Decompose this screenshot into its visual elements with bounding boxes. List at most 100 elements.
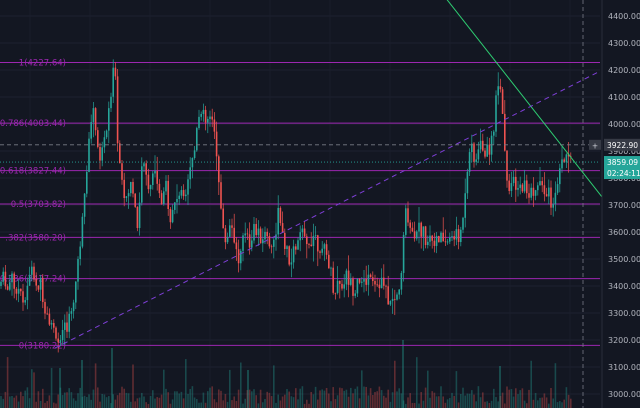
- candle-body: [31, 266, 33, 275]
- candle-body: [332, 267, 334, 293]
- candle-body: [460, 229, 462, 243]
- volume-bar: [519, 390, 521, 408]
- last-price-tag: [604, 156, 640, 180]
- volume-bar: [317, 399, 319, 408]
- candle-body: [372, 277, 374, 281]
- volume-bar: [501, 392, 504, 408]
- candle-body: [167, 180, 169, 210]
- candle-body: [367, 274, 370, 285]
- price-axis[interactable]: 3000.00 3100.00 3200.00 3300.00 3400.00 3500.…: [601, 0, 640, 408]
- candle-body: [242, 235, 244, 251]
- candle-body: [253, 223, 255, 241]
- crosshair-price-tag: [604, 138, 640, 151]
- candle-body: [363, 279, 365, 282]
- volume-bar: [429, 397, 431, 408]
- y-tick-label: 3000.00: [608, 390, 640, 399]
- volume-bar: [22, 396, 24, 408]
- candle-body: [235, 242, 238, 250]
- candle-body: [389, 301, 392, 305]
- candle-body: [477, 149, 480, 160]
- candle-body: [79, 246, 81, 260]
- candle-body: [310, 244, 312, 247]
- volume-bar: [191, 386, 194, 408]
- candle-body: [99, 146, 101, 161]
- volume-bars: [0, 340, 572, 408]
- volume-bar: [488, 402, 491, 408]
- candle-body: [314, 235, 317, 237]
- candle-body: [453, 236, 455, 240]
- volume-bar: [116, 395, 119, 408]
- candle-body: [411, 227, 414, 232]
- volume-bar: [464, 395, 466, 408]
- dashed-trend-line: [54, 72, 598, 349]
- volume-bar: [490, 400, 493, 408]
- volume-bar: [24, 390, 26, 408]
- candle-body: [97, 130, 99, 147]
- volume-bar: [396, 391, 398, 408]
- volume-bar: [321, 389, 323, 408]
- volume-bar: [44, 402, 46, 408]
- volume-bar: [354, 388, 356, 408]
- candle-body: [354, 293, 356, 296]
- candle-body: [361, 281, 363, 283]
- volume-bar: [427, 370, 429, 408]
- candle-body: [147, 174, 150, 190]
- volume-bar: [114, 399, 117, 408]
- volume-spike: [402, 340, 404, 408]
- candle-body: [378, 284, 381, 289]
- candle-body: [154, 171, 156, 174]
- volume-bar: [440, 386, 442, 408]
- volume-bar: [548, 403, 550, 408]
- candle-body: [497, 86, 499, 96]
- volume-bar: [88, 394, 90, 408]
- candle-body: [251, 240, 253, 248]
- volume-bar: [411, 402, 414, 408]
- volume-bar: [400, 393, 403, 408]
- candle-body: [266, 231, 268, 237]
- volume-bar: [438, 396, 440, 408]
- volume-bar: [466, 393, 469, 408]
- candle-body: [149, 185, 152, 190]
- candle-body: [50, 323, 53, 325]
- volume-bar: [218, 389, 220, 408]
- volume-bar: [530, 360, 532, 408]
- fib-label: 0.786(4003.44): [0, 119, 66, 129]
- volume-bar: [462, 387, 464, 408]
- candle-body: [559, 168, 561, 185]
- candle-body: [299, 232, 301, 241]
- plus-icon: +: [592, 141, 598, 150]
- volume-bar: [55, 403, 57, 408]
- volume-bar: [521, 388, 524, 408]
- candle-body: [231, 225, 233, 228]
- candle-body: [70, 311, 73, 314]
- candle-body: [39, 277, 42, 290]
- candle-body: [220, 182, 222, 209]
- candle-body: [218, 156, 220, 183]
- candle-body: [398, 289, 400, 295]
- volume-bar: [334, 399, 337, 408]
- candle-body: [539, 181, 541, 186]
- candle-body: [193, 150, 196, 158]
- volume-bar: [101, 393, 103, 408]
- volume-bar: [143, 396, 145, 408]
- candle-body: [72, 302, 75, 312]
- volume-bar: [422, 400, 425, 408]
- volume-bar: [299, 388, 301, 408]
- candle-body: [213, 119, 216, 132]
- volume-bar: [528, 389, 530, 408]
- volume-bar: [537, 400, 539, 408]
- volume-bar: [222, 400, 224, 408]
- volume-bar: [110, 403, 112, 408]
- volume-bar: [237, 389, 240, 408]
- volume-bar: [196, 399, 198, 408]
- candle-body: [156, 171, 158, 184]
- candle-body: [134, 193, 136, 207]
- volume-bar: [506, 386, 508, 408]
- volume-bar: [279, 400, 282, 408]
- volume-spike: [499, 366, 501, 408]
- volume-bar: [319, 390, 321, 408]
- volume-bar: [108, 396, 110, 408]
- volume-bar: [277, 394, 279, 408]
- volume-bar: [81, 396, 84, 408]
